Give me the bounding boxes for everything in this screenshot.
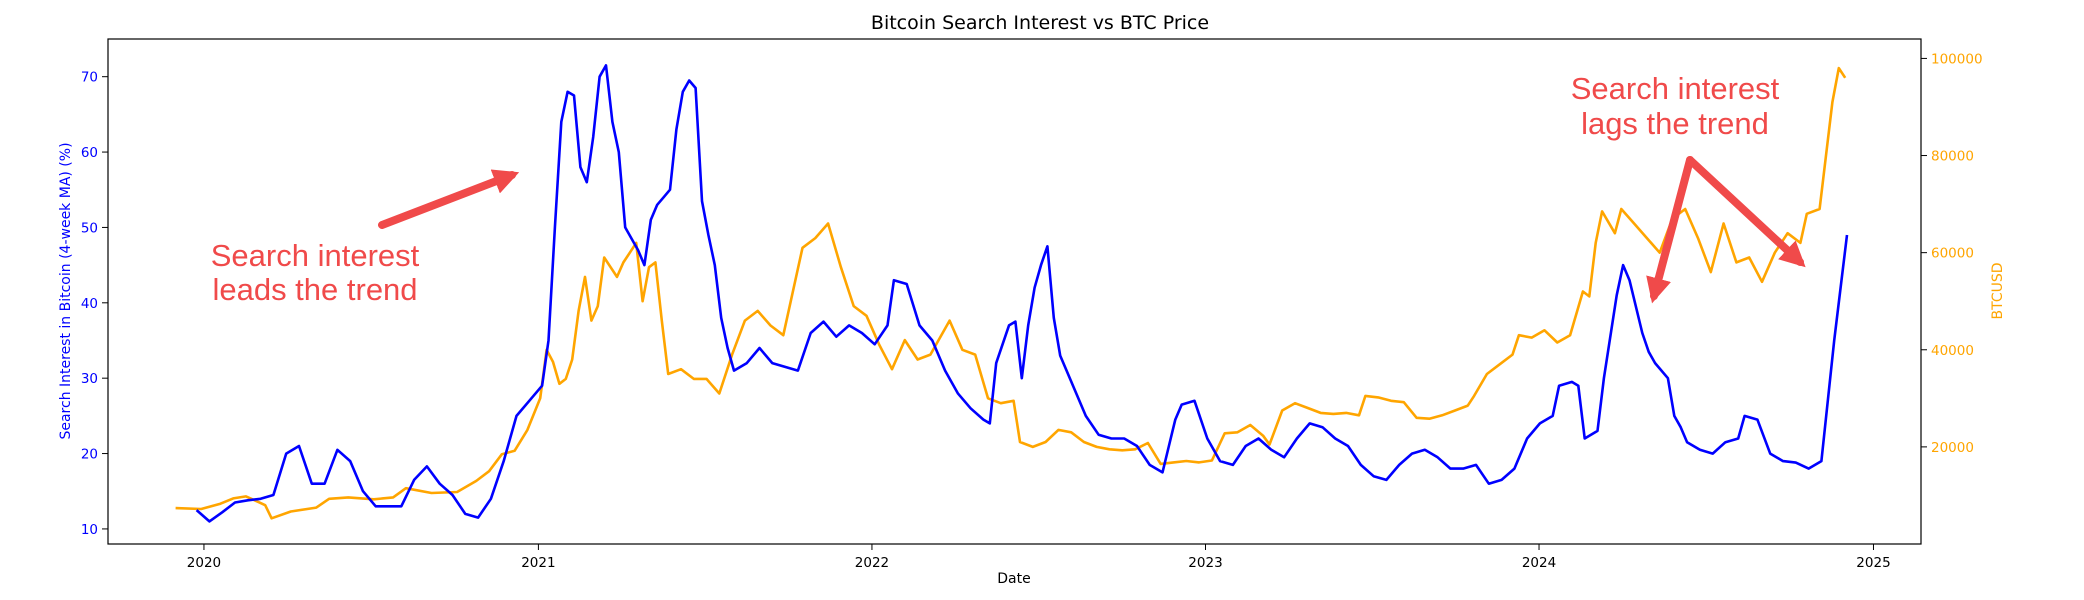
- x-tick-label: 2020: [187, 555, 221, 571]
- y-right-tick-label: 100000: [1931, 51, 1983, 67]
- lags-arrow-left: [1646, 156, 1694, 304]
- y-axis-right-label: BTCUSD: [1990, 262, 2006, 319]
- y-left-tick-label: 50: [81, 220, 98, 236]
- y-left-tick-label: 20: [81, 447, 98, 463]
- x-tick-label: 2022: [855, 555, 889, 571]
- btc-price-line: [175, 66, 1847, 520]
- annotation-arrows: [378, 156, 1806, 304]
- annotation-leads-line-1: Search interest: [211, 238, 420, 273]
- y-right-tick-label: 40000: [1931, 343, 1974, 359]
- annotation-lags-line-1: Search interest: [1571, 71, 1780, 106]
- y-left-tick-label: 70: [81, 70, 98, 86]
- y-axis-right: 20000 40000 60000 80000 100000: [1921, 51, 1983, 456]
- y-left-tick-label: 30: [81, 371, 98, 387]
- annotation-lags-line-2: lags the trend: [1581, 106, 1769, 141]
- x-axis: 2020 2021 2022 2023 2024 2025: [187, 544, 1891, 571]
- chart-title: Bitcoin Search Interest vs BTC Price: [871, 12, 1209, 34]
- plot-frame: [107, 38, 1922, 545]
- y-left-tick-label: 10: [81, 522, 98, 538]
- y-left-tick-label: 40: [81, 296, 98, 312]
- lags-arrow-right: [1686, 156, 1806, 268]
- y-left-tick-label: 60: [81, 145, 98, 161]
- annotation-leads-line-2: leads the trend: [212, 272, 417, 307]
- y-right-tick-label: 80000: [1931, 149, 1974, 165]
- x-tick-label: 2024: [1522, 555, 1556, 571]
- search-interest-line: [195, 64, 1849, 523]
- series-layer: [175, 64, 1849, 523]
- y-axis-left: 10 20 30 40 50 60 70: [81, 70, 108, 538]
- x-axis-label: Date: [997, 571, 1030, 587]
- leads-arrow: [378, 169, 520, 229]
- y-right-tick-label: 60000: [1931, 246, 1974, 262]
- x-tick-label: 2023: [1188, 555, 1222, 571]
- x-tick-label: 2025: [1856, 555, 1890, 571]
- x-tick-label: 2021: [521, 555, 555, 571]
- y-right-tick-label: 20000: [1931, 440, 1974, 456]
- y-axis-left-label: Search Interest in Bitcoin (4-week MA) (…: [58, 142, 74, 439]
